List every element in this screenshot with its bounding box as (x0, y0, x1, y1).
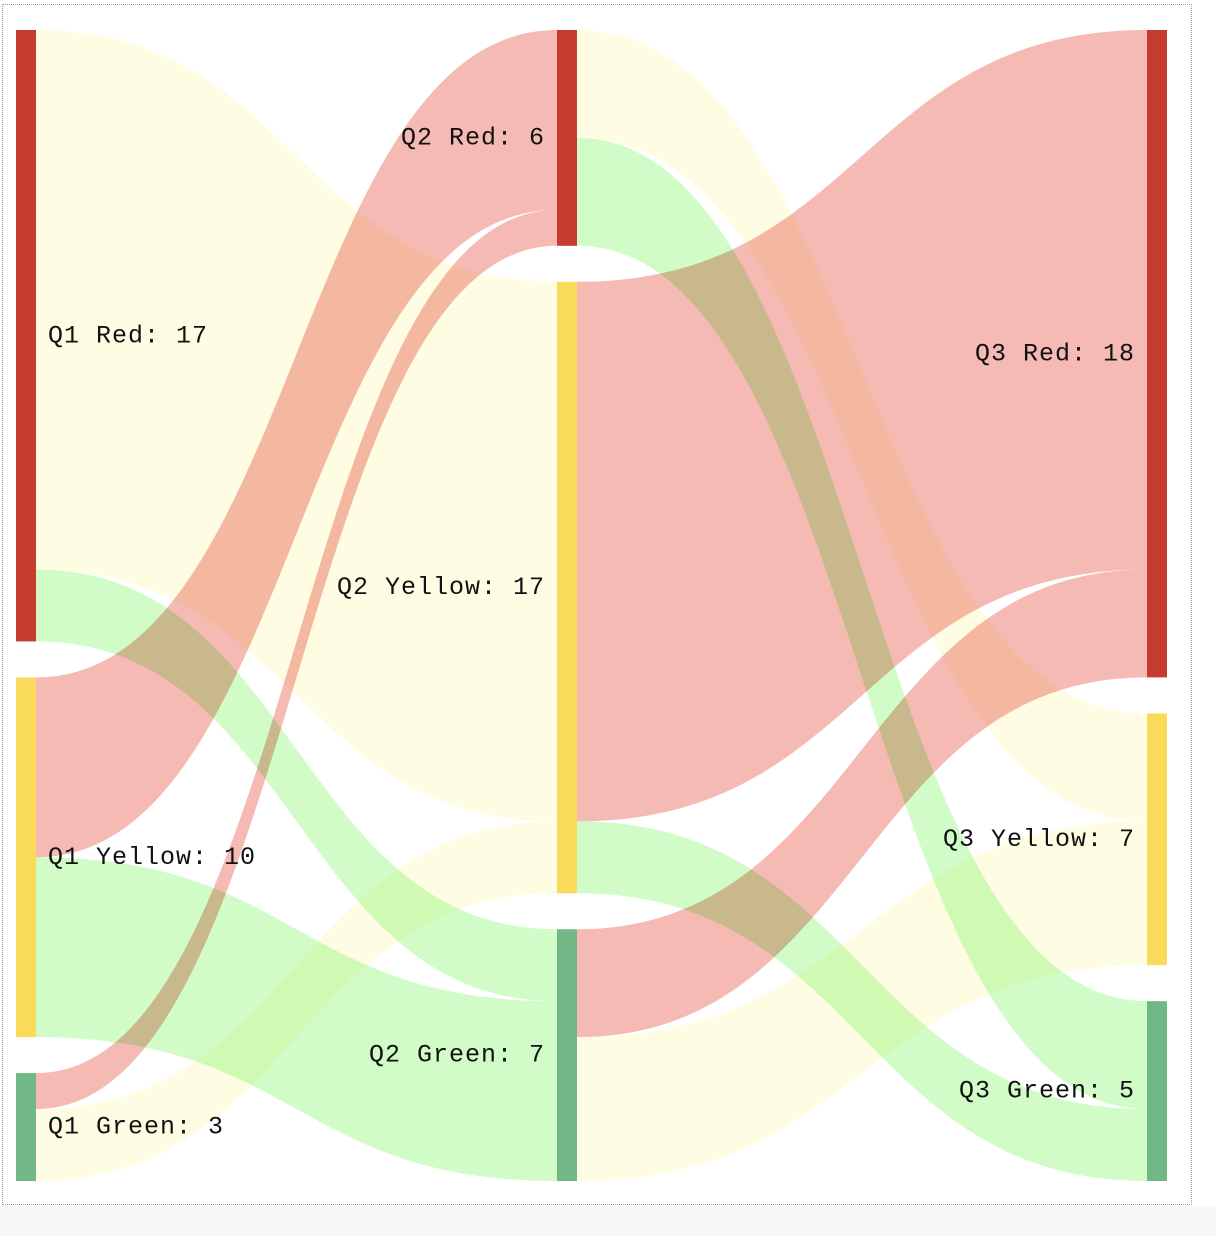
node-label-q2-red: Q2 Red: 6 (401, 124, 545, 153)
node-q3-red (1147, 30, 1167, 678)
node-q3-green (1147, 1001, 1167, 1181)
node-q3-yellow (1147, 713, 1167, 966)
links-layer (36, 30, 1147, 1181)
node-q1-yellow (16, 677, 36, 1038)
node-label-q1-yellow: Q1 Yellow: 10 (48, 843, 256, 872)
link-q1-green-to-q2-red (36, 209, 557, 1110)
node-q1-red (16, 30, 36, 642)
link-q1-yellow-to-q2-red (36, 30, 557, 858)
node-q1-green (16, 1073, 36, 1181)
node-label-q1-green: Q1 Green: 3 (48, 1113, 224, 1142)
node-label-q2-yellow: Q2 Yellow: 17 (337, 573, 545, 602)
page-footer-band (0, 1206, 1216, 1236)
link-q2-green-to-q3-yellow (577, 821, 1147, 1181)
link-q2-yellow-to-q3-red (577, 30, 1147, 822)
node-label-q3-red: Q3 Red: 18 (975, 339, 1135, 368)
nodes-layer (16, 30, 1167, 1181)
node-q2-yellow (557, 281, 577, 894)
link-q2-green-to-q3-red (577, 569, 1147, 1038)
node-q2-red (557, 30, 577, 246)
node-label-q3-yellow: Q3 Yellow: 7 (943, 825, 1135, 854)
node-label-q1-red: Q1 Red: 17 (48, 321, 208, 350)
link-q1-green-to-q2-yellow (36, 821, 557, 1181)
node-label-q2-green: Q2 Green: 7 (369, 1041, 545, 1070)
node-q2-green (557, 929, 577, 1181)
node-label-q3-green: Q3 Green: 5 (959, 1077, 1135, 1106)
labels-layer: Q1 Red: 17 Q1 Yellow: 10 Q1 Green: 3 Q2 Red… (48, 124, 1135, 1142)
